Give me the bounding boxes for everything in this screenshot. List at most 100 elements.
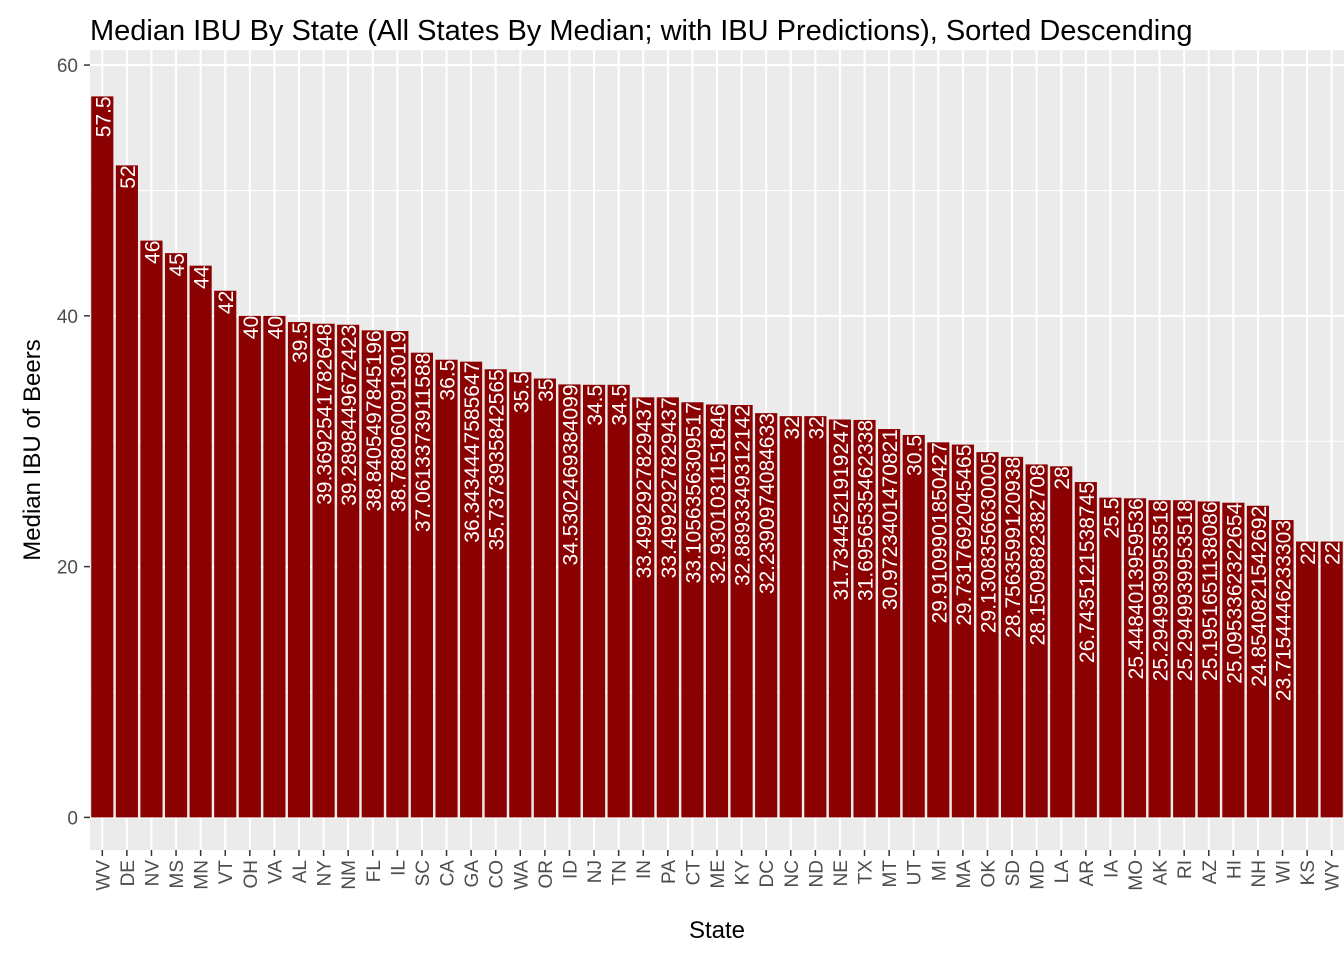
y-tick-label: 20 bbox=[57, 558, 78, 579]
x-tick-label: KS bbox=[1298, 860, 1319, 885]
bar-value-label: 25.2949939953518 bbox=[1150, 500, 1173, 681]
bar-value-label: 38.7880600913019 bbox=[387, 331, 410, 512]
x-tick-label: ID bbox=[560, 860, 581, 879]
bar-value-label: 34.5302469384099 bbox=[559, 384, 582, 565]
bar-value-label: 36.5 bbox=[437, 360, 460, 401]
x-tick-label: NJ bbox=[585, 860, 606, 883]
bar-value-label: 32 bbox=[805, 416, 828, 439]
x-axis: WV DE NV MS MN VT OH VA AL NY NM FL IL SC CA GA CO WA OR ID… bbox=[93, 850, 1344, 891]
bar-ca bbox=[435, 359, 458, 818]
bar-value-label: 29.1308356630005 bbox=[977, 452, 1000, 633]
bar-or bbox=[533, 378, 556, 818]
bar-al bbox=[287, 322, 311, 818]
x-tick-label: MO bbox=[1126, 860, 1147, 891]
bar-ms bbox=[164, 253, 188, 818]
x-tick-label: WA bbox=[511, 860, 532, 890]
x-tick-label: NY bbox=[315, 860, 336, 887]
bar-wy bbox=[1320, 541, 1343, 818]
bar-value-label: 33.1056356309517 bbox=[682, 402, 705, 583]
bar-pa bbox=[656, 397, 679, 818]
bar-value-label: 25.0953362322654 bbox=[1223, 502, 1246, 683]
bar-mt bbox=[878, 429, 901, 818]
x-tick-label: WI bbox=[1274, 860, 1295, 883]
y-axis: 0 20 40 60 bbox=[57, 56, 90, 829]
bar-value-label: 40 bbox=[240, 316, 263, 339]
x-axis-title: State bbox=[689, 917, 745, 944]
bar-ut bbox=[902, 434, 925, 818]
x-tick-label: CA bbox=[438, 860, 459, 887]
bar-nj bbox=[582, 384, 606, 818]
x-tick-label: VA bbox=[265, 860, 286, 884]
bar-value-label: 31.6956535462338 bbox=[855, 420, 878, 601]
x-tick-label: SD bbox=[1003, 860, 1024, 886]
bar-value-label: 39.5 bbox=[289, 322, 312, 363]
bar-value-label: 36.3434447585647 bbox=[461, 362, 484, 543]
x-tick-label: DE bbox=[118, 860, 139, 886]
bar-value-label: 35.5 bbox=[510, 372, 533, 413]
bar-ky bbox=[730, 404, 753, 818]
bar-wi bbox=[1271, 520, 1294, 818]
bar-value-label: 25.4484013959536 bbox=[1125, 498, 1148, 679]
bar-me bbox=[705, 404, 729, 818]
bar-value-label: 25.1951651138086 bbox=[1199, 501, 1222, 680]
bar-wv bbox=[91, 96, 114, 818]
x-tick-label: IL bbox=[388, 860, 409, 876]
bar-in bbox=[632, 397, 655, 818]
x-tick-label: AL bbox=[290, 860, 311, 883]
x-tick-label: NH bbox=[1249, 860, 1270, 887]
chart-title: Median IBU By State (All States By Media… bbox=[90, 15, 1193, 47]
bar-mn bbox=[189, 265, 212, 818]
bar-value-label: 37.0613373911588 bbox=[412, 353, 435, 532]
bar-value-label: 42 bbox=[215, 291, 238, 314]
bar-ok bbox=[976, 452, 999, 818]
x-tick-label: DC bbox=[757, 860, 778, 887]
x-tick-label: ND bbox=[806, 860, 827, 887]
bar-value-label: 26.7435121538745 bbox=[1076, 482, 1099, 663]
x-tick-label: NC bbox=[782, 860, 803, 887]
bar-value-label: 32.9301031151846 bbox=[707, 404, 730, 583]
bar-md bbox=[1025, 464, 1048, 818]
bar-value-label: 29.9109901850427 bbox=[928, 442, 951, 623]
bar-value-label: 29.7317692045465 bbox=[953, 445, 976, 626]
bar-ga bbox=[460, 361, 483, 818]
x-tick-label: LA bbox=[1052, 860, 1073, 884]
x-tick-label: MN bbox=[192, 860, 213, 890]
bar-mo bbox=[1123, 498, 1147, 818]
bar-value-label: 45 bbox=[166, 253, 189, 276]
x-tick-label: NM bbox=[339, 860, 360, 890]
x-tick-label: MS bbox=[167, 860, 188, 889]
bar-ak bbox=[1148, 500, 1171, 818]
x-tick-label: AR bbox=[1077, 860, 1098, 886]
bar-value-label: 25.2949939953518 bbox=[1174, 500, 1197, 681]
bar-value-label: 44 bbox=[191, 265, 214, 289]
bar-value-label: 32.8893349312142 bbox=[732, 405, 755, 586]
bar-value-label: 33.4992927829437 bbox=[633, 397, 656, 578]
bar-value-label: 40 bbox=[264, 316, 287, 339]
bar-nd bbox=[804, 416, 827, 818]
bar-vt bbox=[214, 290, 237, 818]
bar-ma bbox=[951, 444, 974, 818]
x-tick-label: IA bbox=[1101, 860, 1122, 878]
bar-nh bbox=[1246, 505, 1270, 818]
bar-value-label: 31.7344521919247 bbox=[830, 419, 853, 600]
bar-value-label: 57.5 bbox=[92, 96, 115, 137]
x-tick-label: WY bbox=[1323, 860, 1344, 891]
y-tick-label: 0 bbox=[67, 808, 78, 829]
x-tick-label: AK bbox=[1151, 860, 1172, 886]
y-tick-label: 40 bbox=[57, 307, 78, 328]
bar-il bbox=[386, 331, 409, 818]
bar-value-label: 35 bbox=[535, 379, 558, 402]
bar-value-label: 30.9723401470821 bbox=[879, 429, 902, 610]
x-tick-label: HI bbox=[1224, 860, 1245, 879]
bar-value-label: 23.7154446233303 bbox=[1273, 520, 1296, 701]
x-tick-label: TX bbox=[856, 860, 877, 885]
bar-ar bbox=[1074, 482, 1097, 818]
bar-value-label: 38.8405497845196 bbox=[363, 330, 386, 511]
bar-nv bbox=[140, 240, 163, 818]
bar-ny bbox=[312, 323, 335, 818]
bar-tx bbox=[853, 419, 876, 818]
x-tick-label: RI bbox=[1175, 860, 1196, 879]
x-tick-label: VT bbox=[216, 860, 237, 885]
y-tick-label: 60 bbox=[57, 56, 78, 77]
